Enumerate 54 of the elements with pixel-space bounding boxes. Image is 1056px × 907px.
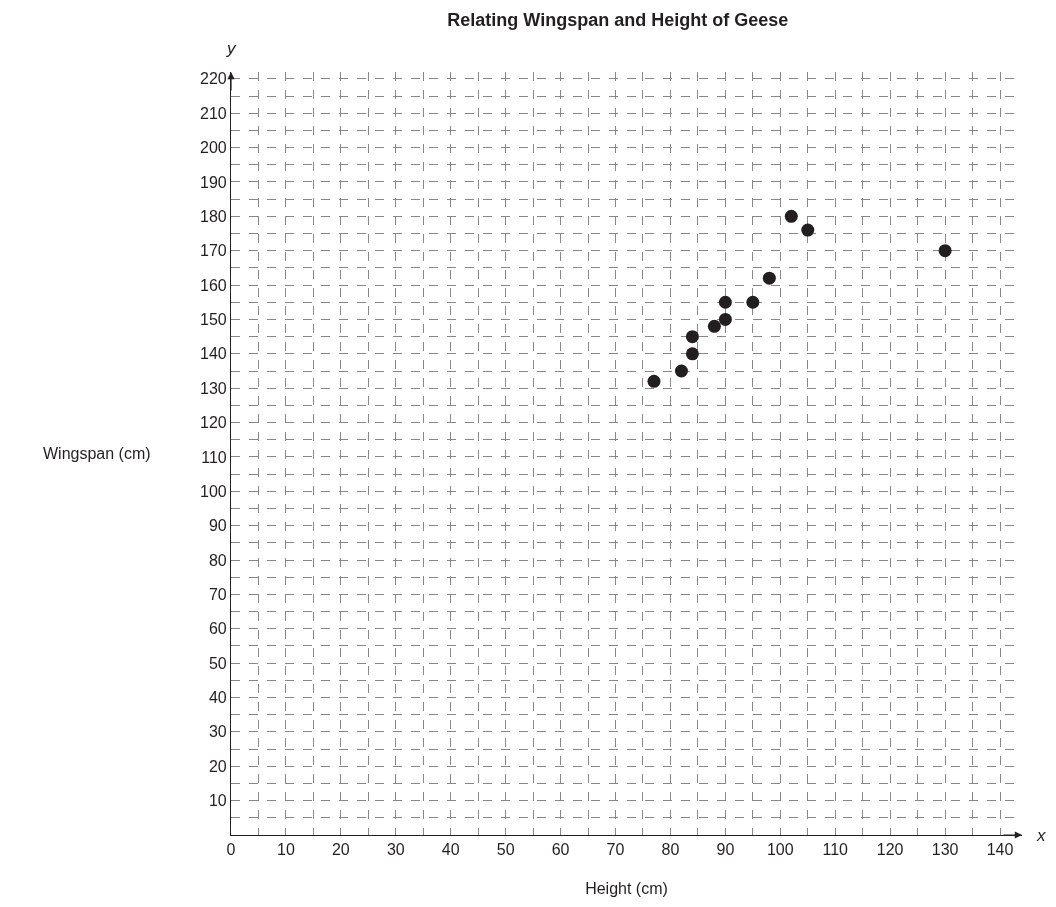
y-tick-label: 200 <box>200 139 227 157</box>
y-tick-label: 60 <box>208 620 227 638</box>
x-tick-label: 10 <box>277 841 295 859</box>
y-tick-label: 170 <box>200 242 227 260</box>
y-tick-label: 160 <box>200 276 227 294</box>
y-tick-label: 20 <box>208 757 227 775</box>
y-tick-label: 220 <box>200 70 227 88</box>
y-tick-label: 10 <box>208 792 227 810</box>
x-tick-label: 60 <box>551 841 570 859</box>
y-tick-label: 50 <box>208 654 227 672</box>
y-tick-label: 150 <box>200 311 227 329</box>
y-tick-label: 190 <box>200 173 227 191</box>
x-tick-label: 50 <box>496 841 515 859</box>
point <box>685 347 699 361</box>
point <box>685 330 699 344</box>
y-tick-label: 210 <box>200 104 227 122</box>
point <box>784 209 798 223</box>
y-tick-label: 180 <box>200 207 227 225</box>
y-tick-label: 80 <box>208 551 227 569</box>
y-tick-label: 70 <box>208 586 227 604</box>
x-tick-label: 100 <box>766 841 794 859</box>
point <box>647 374 661 388</box>
chart-title: Relating Wingspan and Height of Geese <box>447 10 789 31</box>
y-tick-label: 40 <box>208 689 227 707</box>
x-tick-label: 90 <box>716 841 735 859</box>
x-tick-label: 130 <box>931 841 959 859</box>
y-axis-title: Wingspan (cm) <box>43 445 151 462</box>
point <box>718 295 732 309</box>
point <box>762 271 776 285</box>
x-tick-label: 30 <box>386 841 405 859</box>
y-tick-label: 130 <box>200 379 227 397</box>
x-tick-label: 20 <box>331 841 350 859</box>
x-tick-label: 80 <box>661 841 680 859</box>
point <box>718 312 732 326</box>
point <box>674 364 688 378</box>
y-tick-label: 110 <box>201 448 227 466</box>
point <box>801 223 815 237</box>
y-tick-label: 120 <box>200 414 227 432</box>
point <box>938 244 952 258</box>
y-tick-label: 140 <box>200 345 227 363</box>
text: y <box>226 39 237 58</box>
y-tick-label: 90 <box>208 517 227 535</box>
x-tick-label: 110 <box>822 841 849 859</box>
y-tick-label: 100 <box>200 482 227 500</box>
x-tick-label: 140 <box>986 841 1014 859</box>
x-tick-label: 0 <box>226 841 236 859</box>
x-tick-label: 70 <box>606 841 625 859</box>
y-tick-label: 30 <box>208 723 227 741</box>
x-tick-label: 120 <box>876 841 904 859</box>
text: x <box>1036 826 1046 845</box>
x-tick-label: 40 <box>441 841 460 859</box>
x-axis-title: Height (cm) <box>585 880 668 897</box>
point <box>746 295 760 309</box>
point <box>707 319 721 333</box>
